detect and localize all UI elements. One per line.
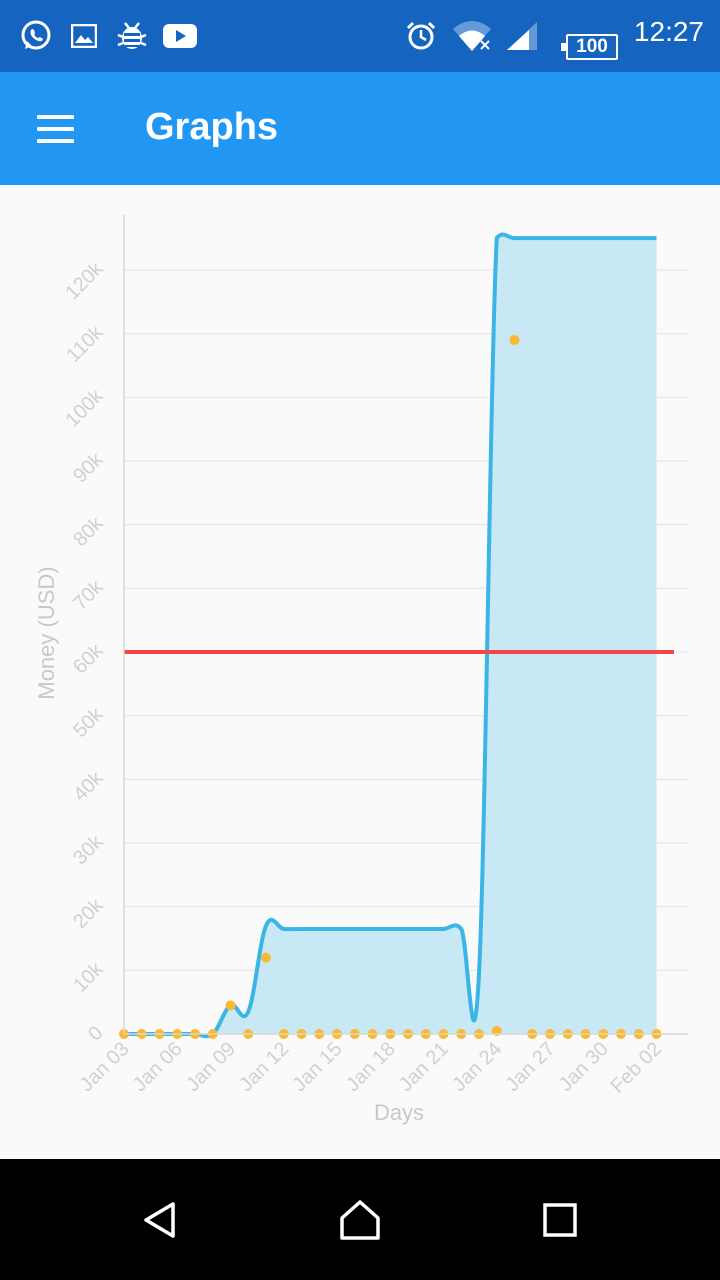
home-icon[interactable] — [325, 1185, 395, 1255]
back-icon[interactable] — [125, 1185, 195, 1255]
y-tick-label: 20k — [69, 894, 108, 933]
gallery-icon — [68, 18, 100, 54]
data-point — [261, 952, 271, 963]
y-tick-label: 0 — [84, 1022, 107, 1045]
chart-container: 0 10k 20k 30k 40k 50k 60k 70k 80k 90k 100k 110k 120k… — [0, 185, 720, 1159]
page-title: Graphs — [145, 106, 279, 148]
x-tick-label: Jan 24 — [448, 1038, 506, 1096]
youtube-icon — [162, 18, 198, 54]
status-bar: 100 12:27 — [0, 0, 720, 72]
y-tick-label: 40k — [69, 767, 108, 806]
money-chart: 0 10k 20k 30k 40k 50k 60k 70k 80k 90k 100k 110k 120k… — [34, 215, 688, 1125]
battery-icon: 100 — [561, 34, 618, 60]
alarm-icon — [404, 18, 438, 54]
x-tick-label: Jan 03 — [76, 1038, 134, 1096]
series-area — [124, 234, 657, 1037]
data-point — [225, 1000, 236, 1011]
y-tick-label: 90k — [69, 448, 108, 487]
recents-icon[interactable] — [525, 1185, 595, 1255]
y-tick-label: 70k — [69, 576, 108, 615]
series-line — [124, 232, 657, 1039]
y-tick-label: 30k — [69, 830, 108, 869]
y-tick-label: 10k — [69, 958, 108, 997]
x-tick-label: Jan 27 — [502, 1038, 560, 1096]
y-tick-label: 100k — [61, 385, 108, 432]
y-tick-label: 110k — [62, 321, 108, 367]
navigation-bar — [0, 1159, 720, 1280]
x-tick-label: Jan 21 — [395, 1038, 453, 1096]
status-time: 12:27 — [633, 16, 704, 47]
hamburger-menu-icon[interactable] — [26, 102, 86, 156]
signal-icon — [504, 18, 540, 54]
app-bar: Graphs — [0, 72, 720, 185]
y-tick-label: 60k — [69, 639, 108, 678]
debug-icon — [112, 18, 152, 54]
data-point — [509, 335, 520, 346]
x-tick-label: Feb 02 — [606, 1038, 666, 1098]
x-tick-label: Jan 06 — [129, 1038, 187, 1096]
x-tick-label: Jan 09 — [182, 1038, 240, 1096]
x-tick-label: Jan 30 — [555, 1038, 613, 1096]
y-axis-label: Money (USD) — [34, 566, 59, 699]
y-tick-label: 50k — [69, 703, 108, 742]
x-axis-label: Days — [374, 1100, 424, 1125]
x-tick-label: Jan 18 — [342, 1038, 400, 1096]
wifi-icon — [450, 18, 494, 54]
y-tick-label: 80k — [69, 512, 108, 551]
x-tick-label: Jan 15 — [289, 1038, 347, 1096]
whatsapp-icon — [16, 18, 56, 54]
y-tick-label: 120k — [61, 257, 108, 304]
x-tick-label: Jan 12 — [235, 1038, 293, 1096]
